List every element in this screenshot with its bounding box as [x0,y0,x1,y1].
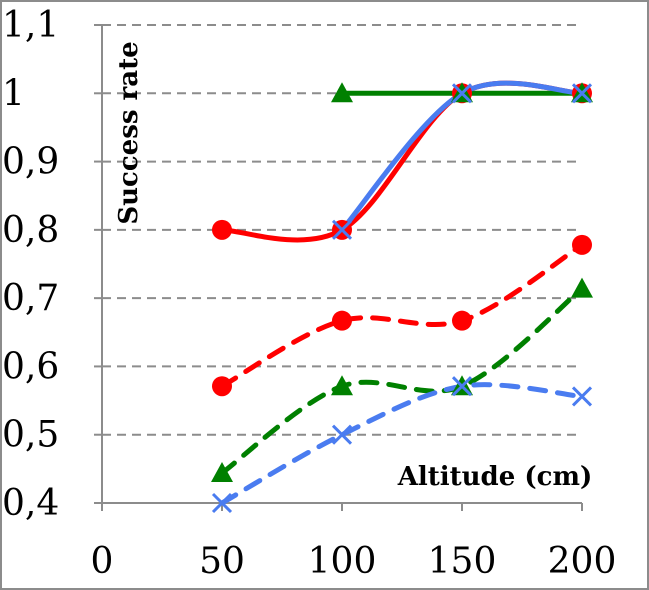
data-point-triangle [331,82,353,103]
data-point-circle [212,376,232,397]
axes [94,24,583,511]
series-line-6 [219,382,585,506]
series-markers [211,82,593,514]
series-line-4 [219,242,585,389]
data-point-x [211,492,233,514]
x-tick-label: 0 [91,541,114,582]
series-line-5 [219,286,585,476]
data-point-x [451,376,473,397]
data-point-circle [332,310,352,331]
data-point-triangle [211,461,233,482]
x-tick-label: 100 [308,541,377,582]
y-tick-label: 1 [2,73,25,114]
x-tick-label: 150 [428,541,497,582]
y-tick-label: 0,7 [2,278,59,319]
tick-labels: 0,4 0,5 0,6 0,7 0,8 0,9 1 1,1 0 50 100 150 200 [2,5,616,582]
y-tick-label: 0,6 [2,346,59,387]
data-point-triangle [331,375,353,396]
y-tick-label: 1,1 [2,5,59,46]
data-point-x [331,219,353,240]
data-point-x [451,83,473,104]
y-tick-label: 0,8 [2,210,59,251]
x-axis-title: Altitude (cm) [397,462,593,492]
y-axis-title: Success rate [114,41,144,224]
series-line-3 [339,80,585,233]
y-tick-label: 0,5 [2,415,59,456]
data-point-x [331,424,353,445]
data-point-x [571,386,593,407]
y-tick-label: 0,4 [2,483,59,524]
x-tick-label: 200 [548,541,617,582]
x-tick-label: 50 [199,541,245,582]
y-tick-label: 0,9 [2,142,59,183]
series-lines [219,80,585,506]
data-point-circle [452,310,472,331]
data-point-circle [212,219,232,240]
data-point-x [571,83,593,104]
data-point-circle [572,234,592,255]
data-point-triangle [571,277,593,298]
